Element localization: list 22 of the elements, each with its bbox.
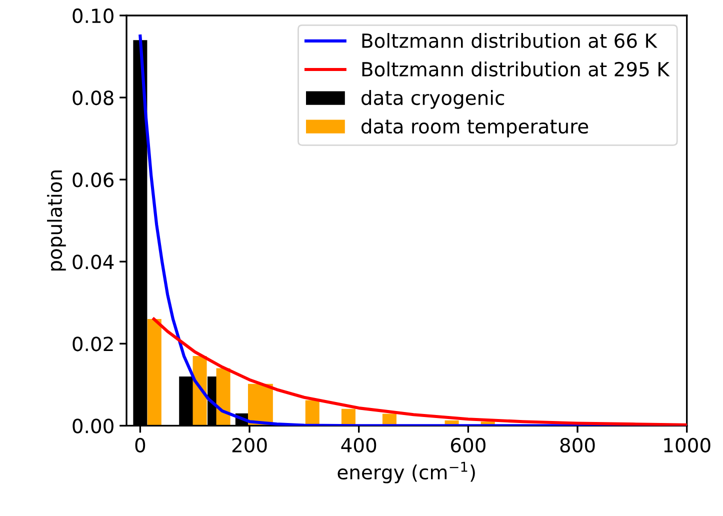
x-tick-label: 0 <box>135 438 146 453</box>
x-tick-label: 1000 <box>664 438 710 453</box>
legend-label: Boltzmann distribution at 66 K <box>362 32 658 48</box>
y-tick-label: 0.08 <box>72 90 114 106</box>
x-tick-label: 400 <box>341 438 376 453</box>
legend-label: data room temperature <box>362 118 588 138</box>
line-series <box>152 318 687 426</box>
x-tick-label: 800 <box>560 438 595 453</box>
y-tick-label: 0.04 <box>72 254 114 270</box>
y-tick-label: 0.02 <box>72 336 113 352</box>
legend-label: data cryogenic <box>362 90 504 109</box>
y-tick-label: 0.00 <box>72 418 114 434</box>
legend-label: Boltzmann distribution at 295 K <box>362 62 670 77</box>
y-tick-label: 0.06 <box>72 172 114 188</box>
bar <box>147 319 162 426</box>
x-tick-label: 200 <box>232 438 267 453</box>
x-axis-title: energy (cm$^{−1}$) <box>338 462 475 484</box>
x-tick-label: 600 <box>450 438 486 453</box>
bar <box>305 400 320 426</box>
y-axis-title: population <box>47 170 66 271</box>
y-tick-label: 0.10 <box>72 8 114 24</box>
bar <box>216 368 230 426</box>
